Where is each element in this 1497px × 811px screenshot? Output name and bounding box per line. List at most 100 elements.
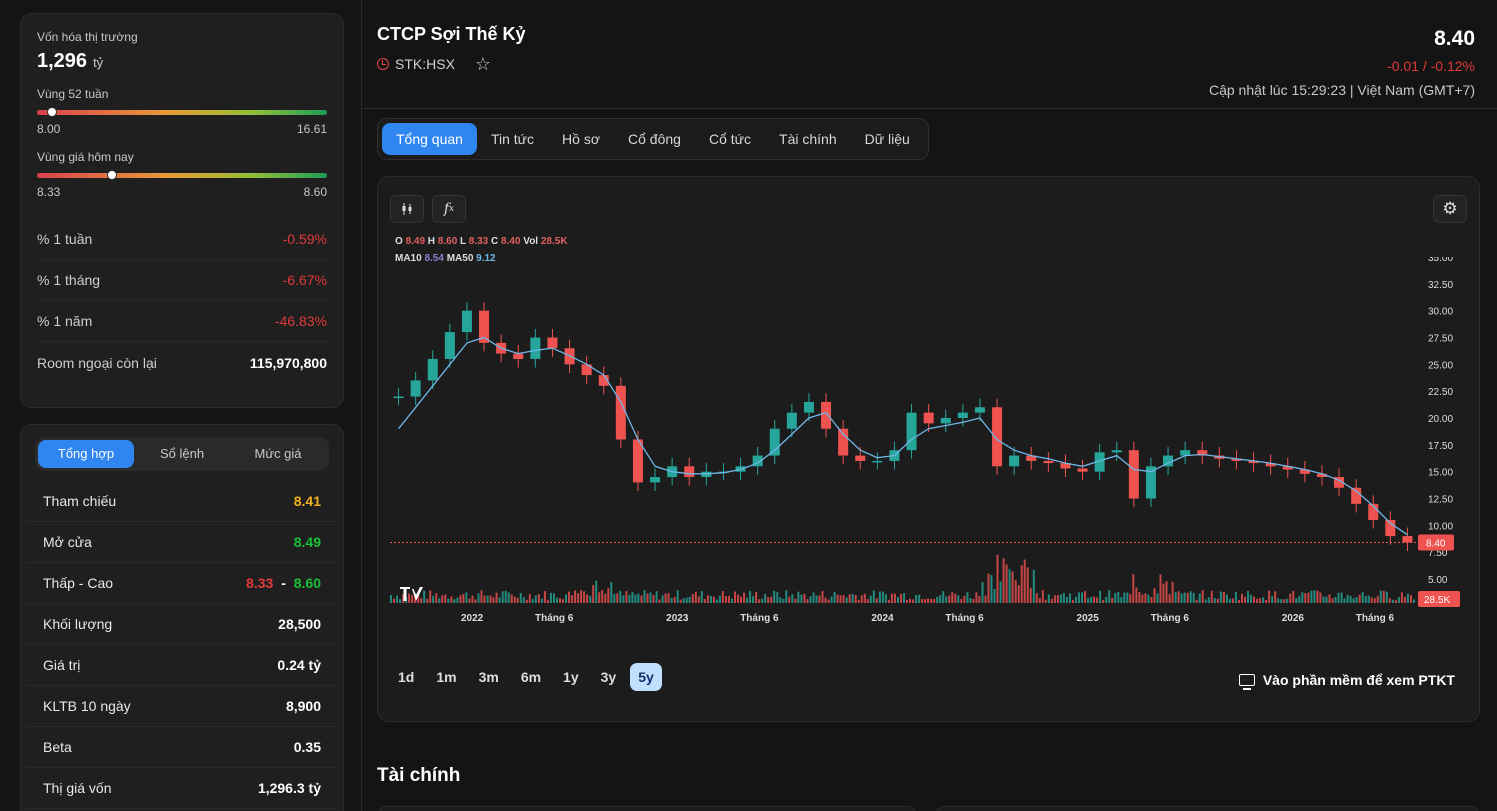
volume-bar — [637, 593, 640, 603]
volume-bar — [1382, 590, 1385, 603]
tab-price-levels[interactable]: Mức giá — [254, 446, 302, 461]
range-3m[interactable]: 3m — [478, 669, 499, 685]
y-tick-label: 17.50 — [1428, 441, 1453, 452]
market-cap-label: Vốn hóa thị trường — [37, 30, 138, 44]
star-icon[interactable]: ☆ — [474, 54, 492, 74]
volume-bar — [930, 598, 933, 603]
volume-bar — [480, 590, 483, 603]
volume-bar — [770, 596, 773, 603]
volume-bar — [622, 595, 625, 603]
volume-bar — [399, 599, 402, 603]
table-row: Thấp - Cao 8.33 - 8.60 — [27, 563, 337, 604]
volume-bar — [673, 596, 676, 603]
open-technical-analysis-link[interactable]: Vào phần mềm để xem PTKT — [1238, 672, 1455, 690]
volume-bar — [999, 581, 1002, 603]
x-tick-label: Tháng 6 — [1151, 613, 1190, 624]
volume-bar — [1011, 571, 1014, 603]
volume-bar — [800, 594, 803, 603]
volume-bar — [909, 598, 911, 603]
tab-order-book[interactable]: Sổ lệnh — [159, 446, 205, 461]
range-1m[interactable]: 1m — [436, 669, 457, 685]
volume-bar — [477, 593, 480, 603]
stat-value: -46.83% — [274, 313, 327, 329]
volume-bar — [755, 592, 758, 603]
range-3y[interactable]: 3y — [600, 669, 617, 685]
volume-bar — [456, 597, 459, 603]
volume-bar — [646, 593, 649, 603]
volume-bar — [900, 594, 902, 603]
volume-bar — [779, 597, 782, 603]
volume-bar — [444, 594, 447, 603]
volume-bar — [1413, 599, 1415, 603]
volume-bar — [1292, 590, 1295, 603]
price-chart-plot[interactable]: 35.00 32.50 30.00 27.50 25.00 22.50 20.00 17.50… — [388, 257, 1468, 637]
volume-bar — [887, 599, 890, 603]
volume-bar — [486, 595, 489, 603]
tab-financials[interactable]: Tài chính — [779, 131, 837, 147]
volume-bar — [1099, 590, 1102, 603]
volume-bar — [534, 595, 537, 603]
stat-value: -6.67% — [282, 272, 327, 288]
volume-bar — [975, 592, 978, 603]
volume-bar — [809, 596, 812, 603]
candle-body — [1351, 487, 1362, 504]
x-tick-label: Tháng 6 — [945, 613, 984, 624]
ohlc-high: 8.60 — [437, 236, 458, 247]
volume-bar — [890, 593, 893, 603]
trading-tabs: Tổng hợp Sổ lệnh Mức giá — [35, 437, 329, 471]
volume-bar — [1268, 590, 1271, 603]
candlestick-icon[interactable] — [390, 195, 424, 223]
tab-summary[interactable]: Tổng hợp — [38, 440, 134, 468]
volume-bar — [996, 554, 999, 603]
tab-news[interactable]: Tin tức — [490, 131, 535, 147]
volume-bar — [1219, 591, 1222, 603]
volume-bar — [1295, 598, 1298, 603]
volume-bar — [1014, 580, 1017, 603]
volume-bar — [679, 599, 682, 603]
market-cap-unit: tỷ — [93, 55, 104, 70]
volume-bar — [903, 593, 905, 603]
row-value: 8,900 — [285, 698, 321, 714]
volume-bar — [1241, 593, 1243, 603]
stat-value: -0.59% — [282, 231, 327, 247]
volume-bar — [782, 598, 785, 603]
volume-bar — [670, 598, 673, 603]
volume-bar — [667, 593, 670, 603]
volume-bar — [1328, 594, 1331, 603]
volume-bar — [791, 594, 794, 603]
tab-shareholders[interactable]: Cổ đông — [628, 131, 681, 147]
tab-profile[interactable]: Hồ sơ — [562, 131, 601, 147]
volume-bar — [1108, 590, 1111, 603]
row-label: Thị giá vốn — [43, 780, 112, 796]
volume-bar — [939, 595, 942, 603]
candle-body — [684, 466, 695, 478]
tab-overview[interactable]: Tổng quan — [382, 123, 477, 155]
candle-body — [1231, 458, 1242, 461]
candle-body — [393, 396, 404, 399]
volume-bar — [1168, 594, 1171, 603]
candle-body — [650, 477, 661, 483]
volume-bar — [1053, 595, 1056, 603]
volume-bar — [556, 597, 558, 603]
table-row: Tham chiếu 8.41 — [27, 481, 337, 522]
volume-bar — [1322, 596, 1325, 603]
range-6m[interactable]: 6m — [520, 669, 542, 685]
range-5y[interactable]: 5y — [630, 663, 662, 691]
candle-body — [598, 375, 609, 386]
volume-bar — [1141, 594, 1144, 603]
volume-bar — [848, 594, 851, 603]
range-1y[interactable]: 1y — [563, 669, 579, 685]
tab-dividends[interactable]: Cổ tức — [708, 131, 752, 147]
volume-bar — [540, 598, 543, 603]
settings-gear-icon[interactable]: ⚙ — [1433, 195, 1467, 223]
time-range-selector: 1d 1m 3m 6m 1y 3y 5y — [390, 663, 662, 691]
volume-bar — [1406, 593, 1409, 603]
volume-bar — [489, 595, 492, 603]
range-1d[interactable]: 1d — [398, 669, 415, 685]
performance-stats: % 1 tuần -0.59% % 1 tháng -6.67% % 1 năm… — [37, 219, 327, 383]
volume-bar — [562, 599, 564, 603]
tab-data[interactable]: Dữ liệu — [864, 131, 910, 147]
range-today-low: 8.33 — [37, 185, 61, 199]
volume-bar — [1114, 593, 1117, 603]
